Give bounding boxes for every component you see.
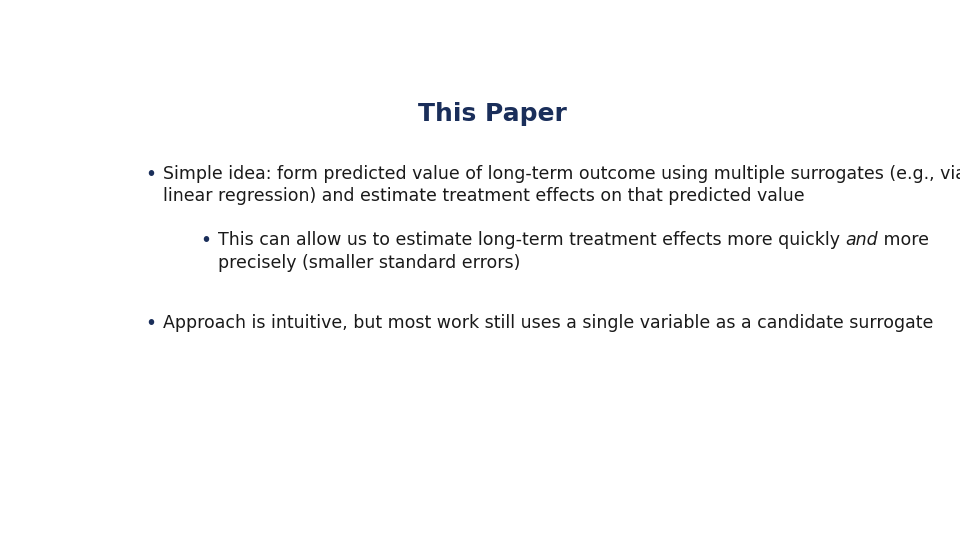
Text: •: • [200, 231, 211, 250]
Text: more: more [878, 231, 929, 249]
Text: precisely (smaller standard errors): precisely (smaller standard errors) [218, 254, 520, 272]
Text: Approach is intuitive, but most work still uses a single variable as a candidate: Approach is intuitive, but most work sti… [163, 314, 933, 332]
Text: This can allow us to estimate long-term treatment effects more quickly: This can allow us to estimate long-term … [218, 231, 846, 249]
Text: linear regression) and estimate treatment effects on that predicted value: linear regression) and estimate treatmen… [163, 187, 804, 205]
Text: •: • [146, 165, 156, 184]
Text: and: and [846, 231, 878, 249]
Text: This Paper: This Paper [418, 102, 566, 126]
Text: •: • [146, 314, 156, 333]
Text: Simple idea: form predicted value of long-term outcome using multiple surrogates: Simple idea: form predicted value of lon… [163, 165, 960, 183]
